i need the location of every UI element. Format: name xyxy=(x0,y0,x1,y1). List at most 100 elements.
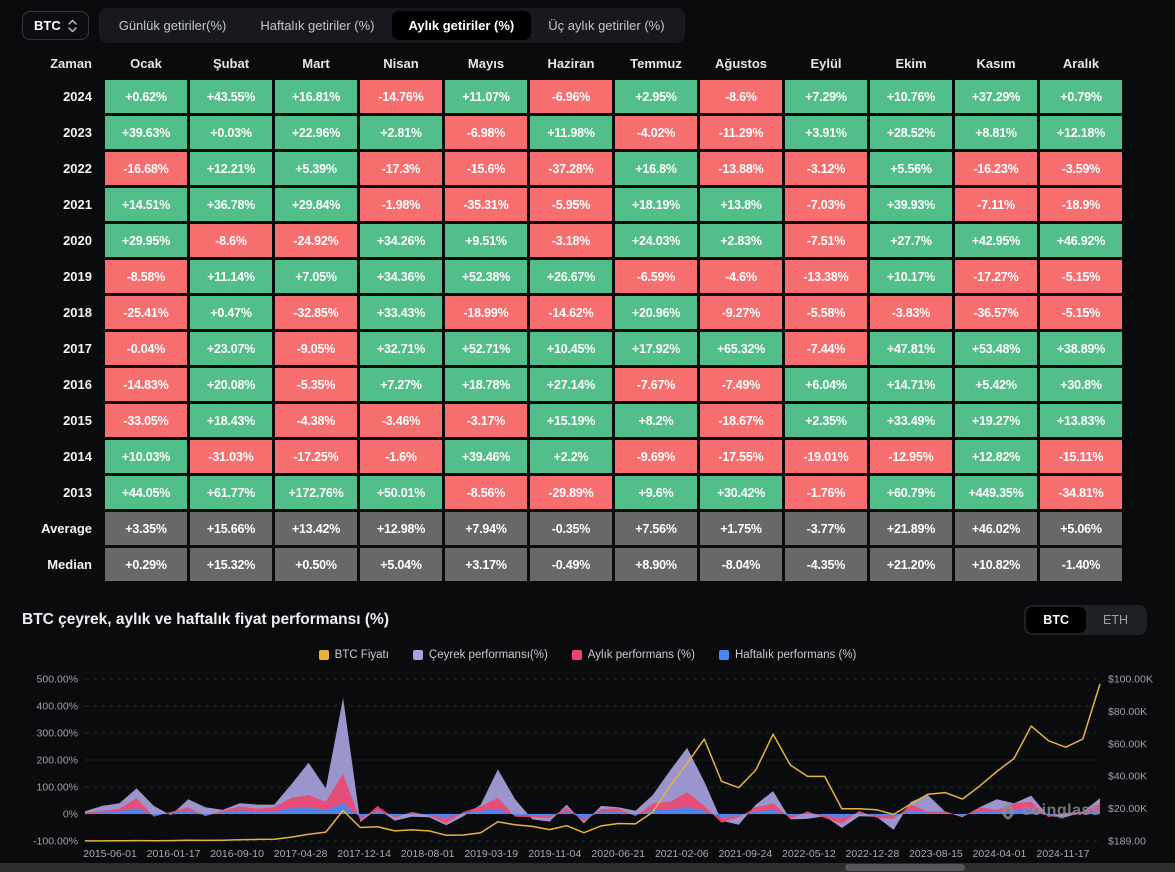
table-cell: +449.35% xyxy=(955,476,1037,509)
table-cell: +0.47% xyxy=(190,296,272,329)
table-cell: -1.6% xyxy=(360,440,442,473)
table-cell: +7.05% xyxy=(275,260,357,293)
table-cell: -15.6% xyxy=(445,152,527,185)
table-cell: +3.35% xyxy=(105,512,187,545)
table-cell: +12.18% xyxy=(1040,116,1122,149)
table-cell: +8.2% xyxy=(615,404,697,437)
table-cell: +5.39% xyxy=(275,152,357,185)
returns-table: Zaman Ocak Şubat Mart Nisan Mayıs Haziran Temmu… xyxy=(22,51,1125,581)
table-cell: +2.81% xyxy=(360,116,442,149)
column-header-aralık: Aralık xyxy=(1062,56,1100,71)
legend-item-aylık-performans[interactable]: Aylık performans (%) xyxy=(571,649,695,661)
table-cell: +10.45% xyxy=(530,332,612,365)
toggle-eth[interactable]: ETH xyxy=(1103,613,1128,627)
chart-legend: BTC Fiyatı Çeyrek performansı(%) Aylık per… xyxy=(0,649,1175,661)
y-axis-left-tick: 500.00% xyxy=(37,674,78,686)
y-axis-right-tick: $60.00K xyxy=(1108,738,1147,750)
tab-günlük-getiriler[interactable]: Günlük getiriler(%) xyxy=(118,18,227,33)
table-cell: -3.77% xyxy=(785,512,867,545)
table-cell: -24.92% xyxy=(275,224,357,257)
table-cell: -3.18% xyxy=(530,224,612,257)
horizontal-scrollbar-thumb[interactable] xyxy=(845,864,965,871)
table-cell: -18.99% xyxy=(445,296,527,329)
table-cell: +5.06% xyxy=(1040,512,1122,545)
table-cell: -7.67% xyxy=(615,368,697,401)
table-cell: -6.59% xyxy=(615,260,697,293)
row-label-average: Average xyxy=(41,521,92,536)
table-cell: +2.95% xyxy=(615,80,697,113)
table-cell: -3.83% xyxy=(870,296,952,329)
table-cell: +12.82% xyxy=(955,440,1037,473)
toolbar: BTC Günlük getiriler(%) Haftalık getirile… xyxy=(0,0,1175,47)
table-cell: -0.04% xyxy=(105,332,187,365)
legend-item-btc-fiyatı[interactable]: BTC Fiyatı xyxy=(318,649,389,661)
table-cell: +27.14% xyxy=(530,368,612,401)
table-cell: -13.88% xyxy=(700,152,782,185)
coinglass-logo-icon xyxy=(1002,802,1014,820)
table-cell: +36.78% xyxy=(190,188,272,221)
table-cell: -16.68% xyxy=(105,152,187,185)
table-cell: -34.81% xyxy=(1040,476,1122,509)
table-cell: +0.03% xyxy=(190,116,272,149)
y-axis-left-tick: 200.00% xyxy=(37,755,78,767)
coin-selector[interactable]: BTC xyxy=(22,11,89,40)
table-cell: +17.92% xyxy=(615,332,697,365)
table-cell: -33.05% xyxy=(105,404,187,437)
coin-toggle: BTC ETH xyxy=(1024,605,1147,635)
y-axis-left-tick: 100.00% xyxy=(37,782,78,794)
watermark-text: coinglass xyxy=(1022,802,1101,819)
x-axis-tick: 2019-03-19 xyxy=(464,848,518,860)
table-cell: -29.89% xyxy=(530,476,612,509)
table-cell: -37.28% xyxy=(530,152,612,185)
horizontal-scrollbar[interactable] xyxy=(0,863,1175,872)
table-cell: -4.6% xyxy=(700,260,782,293)
table-cell: +29.84% xyxy=(275,188,357,221)
table-cell: +14.51% xyxy=(105,188,187,221)
table-cell: -32.85% xyxy=(275,296,357,329)
table-cell: -6.98% xyxy=(445,116,527,149)
legend-item-haftalık-performans[interactable]: Haftalık performans (%) xyxy=(718,649,856,661)
x-axis-tick: 2023-08-15 xyxy=(909,848,963,860)
tab-üç-aylık-getiriler[interactable]: Üç aylık getiriler (%) xyxy=(548,18,665,33)
table-cell: -3.59% xyxy=(1040,152,1122,185)
row-label-2022: 2022 xyxy=(63,161,92,176)
tab-haftalık-getiriler[interactable]: Haftalık getiriler (%) xyxy=(260,18,375,33)
table-cell: +1.75% xyxy=(700,512,782,545)
table-cell: +16.8% xyxy=(615,152,697,185)
toggle-btc[interactable]: BTC xyxy=(1026,607,1086,633)
column-header-şubat: Şubat xyxy=(212,56,250,71)
table-cell: +20.96% xyxy=(615,296,697,329)
table-cell: -12.95% xyxy=(870,440,952,473)
x-axis-tick: 2017-04-28 xyxy=(274,848,328,860)
legend-item-çeyrek-performansı[interactable]: Çeyrek performansı(%) xyxy=(412,649,548,661)
table-cell: +18.78% xyxy=(445,368,527,401)
table-cell: +7.94% xyxy=(445,512,527,545)
table-cell: +11.07% xyxy=(445,80,527,113)
table-cell: +3.17% xyxy=(445,548,527,581)
table-cell: +39.63% xyxy=(105,116,187,149)
chevron-updown-icon xyxy=(68,19,77,32)
table-cell: +11.14% xyxy=(190,260,272,293)
performance-chart-svg[interactable]: 500.00% 400.00% 300.00% 200.00% 100.00% 0% -10… xyxy=(0,661,1175,861)
column-header-ekim: Ekim xyxy=(895,56,927,71)
table-cell: -6.96% xyxy=(530,80,612,113)
column-header-ağustos: Ağustos xyxy=(715,56,767,71)
x-axis-tick: 2024-11-17 xyxy=(1037,848,1090,860)
table-cell: +21.20% xyxy=(870,548,952,581)
table-cell: +18.19% xyxy=(615,188,697,221)
tab-aylık-getiriler[interactable]: Aylık getiriler (%) xyxy=(391,11,532,40)
table-cell: -14.62% xyxy=(530,296,612,329)
table-cell: +65.32% xyxy=(700,332,782,365)
table-cell: +38.89% xyxy=(1040,332,1122,365)
returns-tab-bar: Günlük getiriler(%) Haftalık getiriler (%… xyxy=(98,8,685,43)
table-cell: +14.71% xyxy=(870,368,952,401)
table-cell: +15.66% xyxy=(190,512,272,545)
btc-price-line xyxy=(85,683,1101,842)
table-cell: +16.81% xyxy=(275,80,357,113)
table-cell: -3.17% xyxy=(445,404,527,437)
table-cell: +15.19% xyxy=(530,404,612,437)
y-axis-right-tick: $20.00K xyxy=(1108,803,1147,815)
table-cell: +34.26% xyxy=(360,224,442,257)
table-cell: -14.83% xyxy=(105,368,187,401)
table-cell: +43.55% xyxy=(190,80,272,113)
